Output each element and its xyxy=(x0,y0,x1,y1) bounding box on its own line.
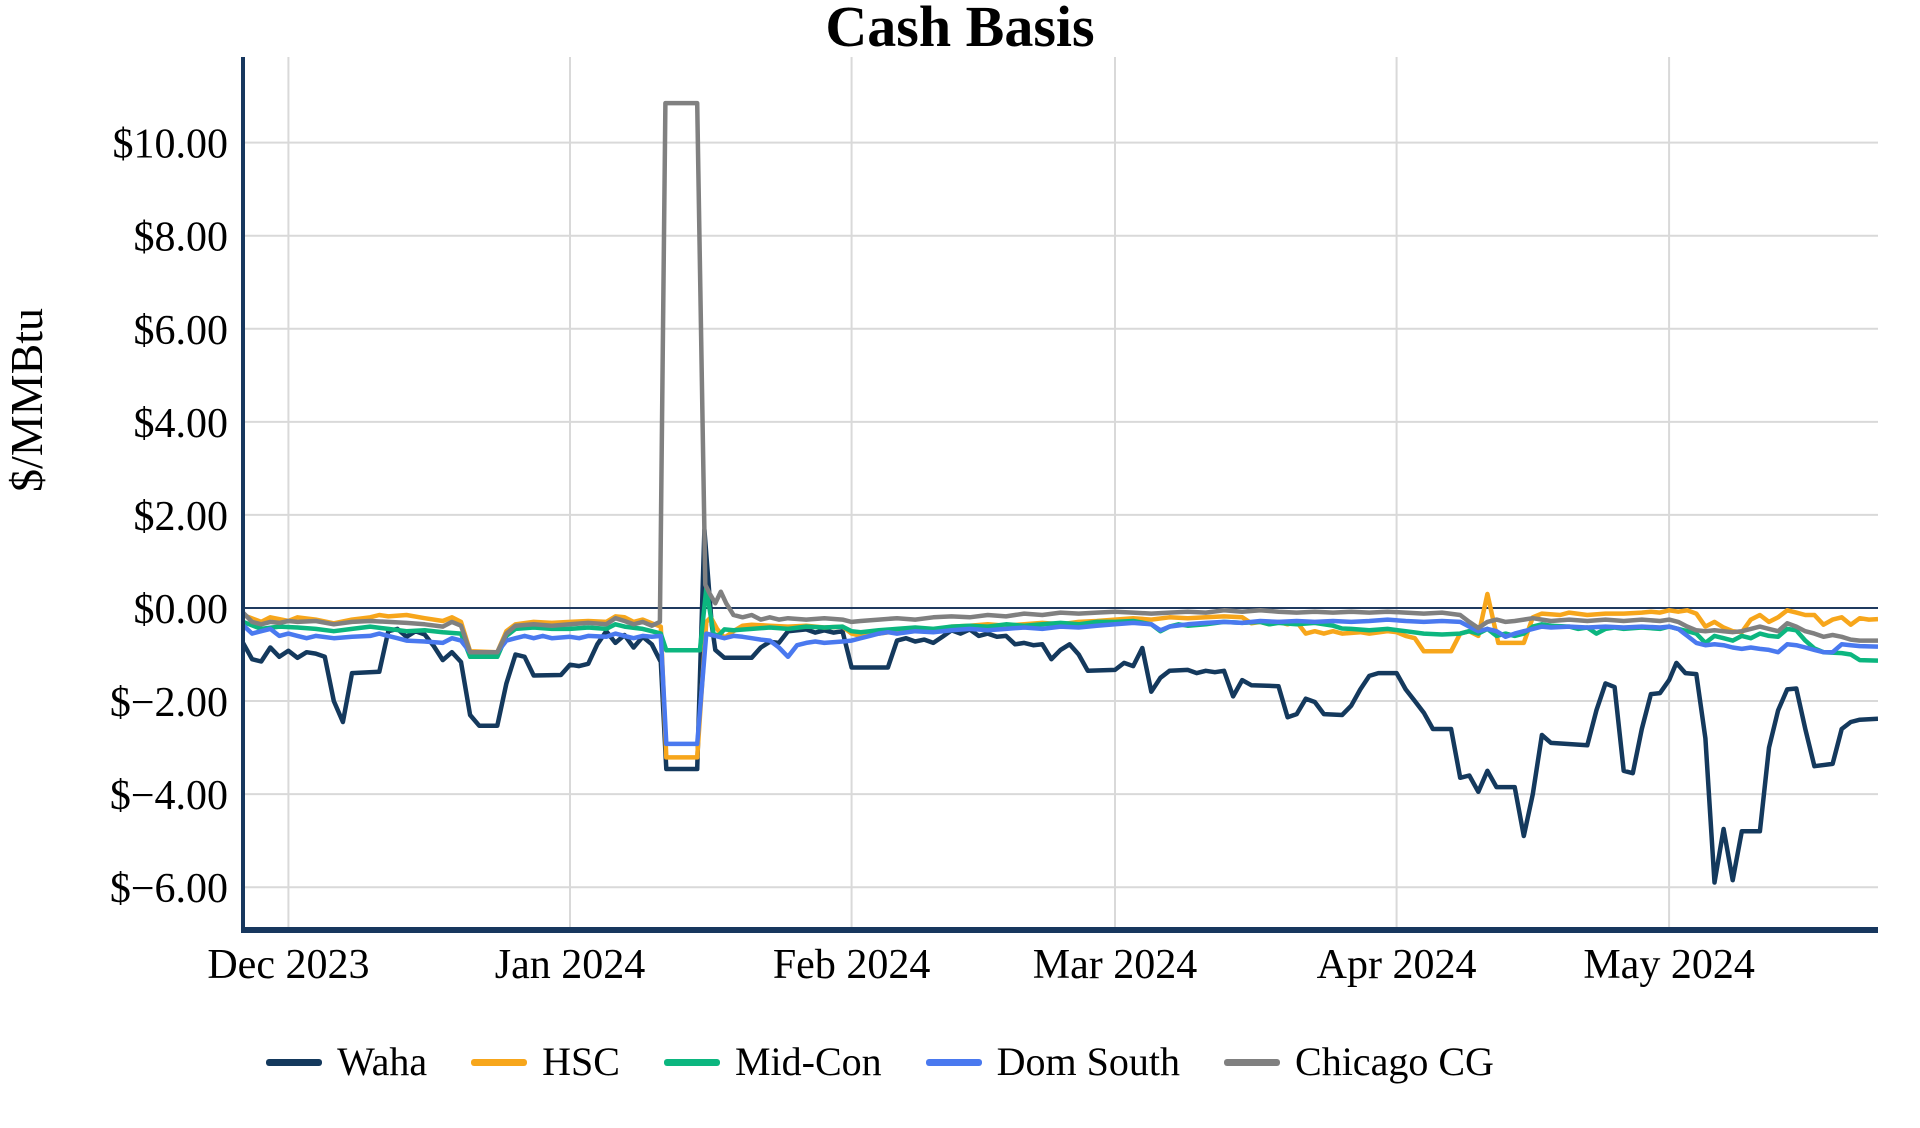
series-line-chicago-cg xyxy=(243,100,1878,655)
series-line-hsc xyxy=(243,591,1878,760)
y-tick-label: $6.00 xyxy=(134,308,229,354)
x-tick-label: Apr 2024 xyxy=(1317,942,1477,988)
y-tick-label: $−2.00 xyxy=(110,680,228,726)
legend-swatch-waha xyxy=(266,1058,323,1066)
chart-legend: Waha HSC Mid-Con Dom South Chicago CG xyxy=(0,1040,1760,1084)
legend-item-dom-south: Dom South xyxy=(925,1039,1181,1084)
legend-item-chicago-cg: Chicago CG xyxy=(1224,1040,1494,1084)
x-tick-label: May 2024 xyxy=(1583,942,1755,988)
series-line-dom-south xyxy=(243,617,1878,747)
y-axis-title: $/MMBtu xyxy=(1,308,52,492)
legend-swatch-mid-con xyxy=(663,1058,720,1066)
legend-label-chicago-cg: Chicago CG xyxy=(1295,1039,1494,1084)
x-tick-label: Dec 2023 xyxy=(207,942,369,988)
legend-item-hsc: HSC xyxy=(471,1040,620,1084)
legend-label-mid-con: Mid-Con xyxy=(734,1039,882,1084)
y-tick-label: $4.00 xyxy=(134,401,229,447)
legend-label-hsc: HSC xyxy=(542,1039,620,1084)
series-line-waha xyxy=(243,527,1878,885)
y-tick-label: $8.00 xyxy=(134,215,229,261)
y-tick-label: $10.00 xyxy=(113,122,229,168)
legend-item-waha: Waha xyxy=(266,1040,427,1084)
legend-label-waha: Waha xyxy=(337,1039,428,1084)
x-tick-label: Feb 2024 xyxy=(773,942,931,988)
y-tick-label: $2.00 xyxy=(134,494,229,540)
x-tick-label: Mar 2024 xyxy=(1033,942,1197,988)
tick-labels: $10.00 $8.00 $6.00 $4.00 $2.00 $0.00 $−2.00 $−4… xyxy=(110,122,1755,988)
x-tick-label: Jan 2024 xyxy=(495,942,646,988)
legend-swatch-chicago-cg xyxy=(1224,1058,1281,1066)
y-tick-label: $0.00 xyxy=(134,587,229,633)
chart-title: Cash Basis xyxy=(825,0,1094,59)
y-tick-label: $−6.00 xyxy=(110,866,228,912)
axes xyxy=(241,57,1878,933)
legend-swatch-hsc xyxy=(471,1058,528,1066)
legend-label-dom-south: Dom South xyxy=(996,1039,1181,1084)
series-lines xyxy=(243,100,1878,885)
legend-item-mid-con: Mid-Con xyxy=(663,1039,882,1084)
legend-swatch-dom-south xyxy=(925,1058,982,1066)
y-tick-label: $−4.00 xyxy=(110,773,228,819)
gridlines xyxy=(243,57,1878,930)
